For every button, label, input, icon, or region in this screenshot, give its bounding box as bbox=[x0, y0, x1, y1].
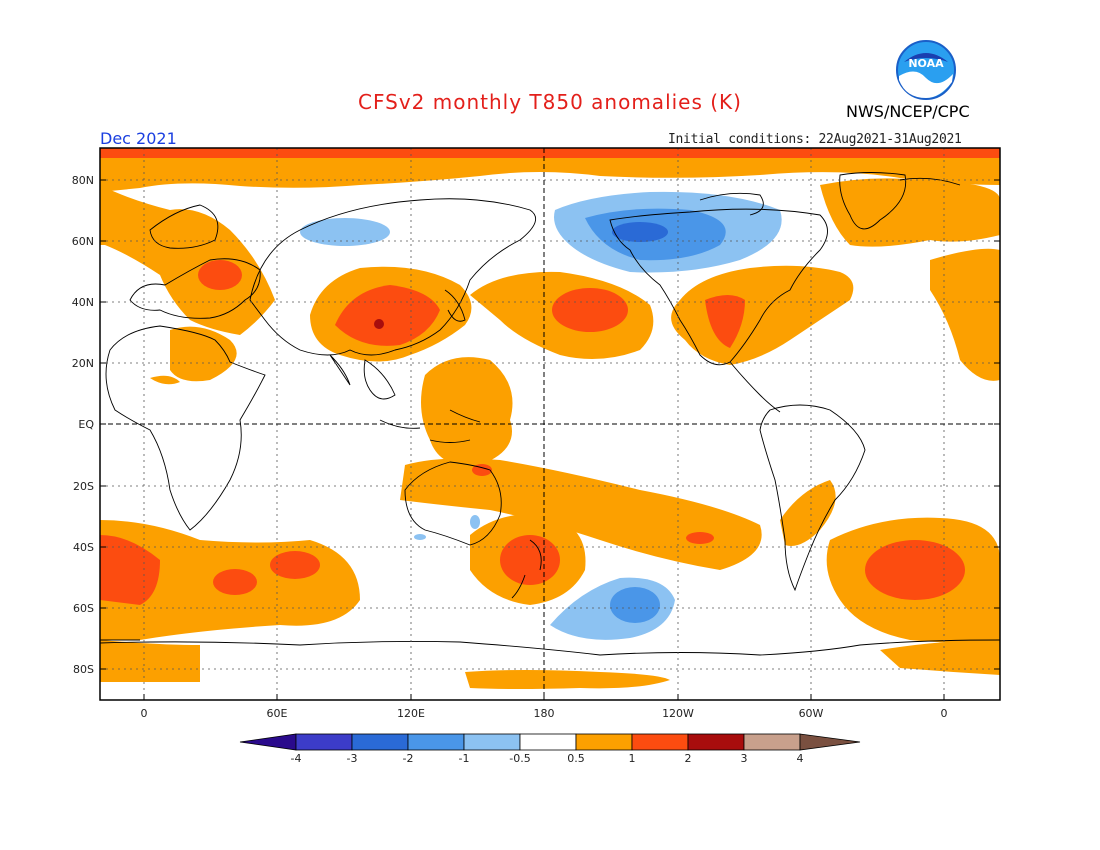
colorbar-label: -2 bbox=[403, 752, 414, 765]
lon-label: 60E bbox=[267, 707, 288, 720]
lat-label: 40S bbox=[73, 541, 94, 554]
latitude-labels: 80N 60N 40N 20N EQ 20S 40S 60S 80S bbox=[72, 174, 95, 676]
colorbar-label: -1 bbox=[459, 752, 470, 765]
south-pacific-moderate-cold bbox=[610, 587, 660, 623]
west-africa-warm bbox=[150, 375, 180, 385]
alaska-strong-cold bbox=[612, 222, 668, 242]
valid-month: Dec 2021 bbox=[100, 129, 177, 148]
lon-label: 0 bbox=[941, 707, 948, 720]
colorbar-swatch bbox=[631, 733, 689, 751]
middle-east-warm bbox=[170, 326, 237, 382]
colorbar-label: 0.5 bbox=[567, 752, 585, 765]
asia-moderate-warm bbox=[335, 285, 440, 346]
atlantic-east-warm bbox=[930, 248, 1000, 381]
colorbar-swatch bbox=[407, 733, 465, 751]
europe-moderate-warm bbox=[198, 260, 242, 290]
agency-label: NWS/NCEP/CPC bbox=[846, 102, 970, 121]
lat-label: 80S bbox=[73, 663, 94, 676]
colorbar-label: 1 bbox=[629, 752, 636, 765]
new-zealand-moderate-warm bbox=[500, 535, 560, 585]
maritime-continent-warm bbox=[421, 357, 513, 466]
colorbar-label: 2 bbox=[685, 752, 692, 765]
noaa-logo: NOAA bbox=[896, 40, 956, 100]
lon-label: 60W bbox=[799, 707, 824, 720]
arctic-warm-band bbox=[100, 158, 1000, 192]
lon-label: 120W bbox=[662, 707, 694, 720]
colorbar-label: -3 bbox=[347, 752, 358, 765]
colorbar: -4 -3 -2 -1 -0.5 0.5 1 2 3 4 bbox=[239, 733, 861, 765]
colorbar-swatch bbox=[687, 733, 745, 751]
coastlines bbox=[100, 172, 1000, 656]
colorbar-arrow-high bbox=[799, 733, 861, 751]
lon-label: 120E bbox=[397, 707, 425, 720]
coral-sea-moderate-warm bbox=[472, 464, 492, 476]
colorbar-swatch bbox=[575, 733, 633, 751]
lat-label: 20N bbox=[72, 357, 94, 370]
colorbar-swatch bbox=[743, 733, 801, 751]
southwest-indian-moderate-warm bbox=[100, 535, 160, 605]
north-pacific-moderate-warm bbox=[552, 288, 628, 332]
lon-label: 180 bbox=[534, 707, 555, 720]
antarctic-warm-west bbox=[100, 640, 200, 682]
lat-label: 20S bbox=[73, 480, 94, 493]
lat-label: 60S bbox=[73, 602, 94, 615]
south-america-warm bbox=[780, 480, 836, 546]
colorbar-swatch bbox=[519, 733, 577, 751]
colorbar-label: -4 bbox=[291, 752, 302, 765]
indian-ocean-moderate-warm-1 bbox=[213, 569, 257, 595]
indian-ocean-moderate-warm-2 bbox=[270, 551, 320, 579]
australia-weak-cold bbox=[470, 515, 480, 529]
greenland-warm bbox=[820, 178, 1000, 247]
colorbar-label: 3 bbox=[741, 752, 748, 765]
europe-warm bbox=[100, 185, 275, 335]
antarctic-warm-east bbox=[880, 640, 1000, 675]
lon-label: 0 bbox=[141, 707, 148, 720]
lat-label: 40N bbox=[72, 296, 94, 309]
initial-conditions: Initial conditions: 22Aug2021-31Aug2021 bbox=[668, 132, 962, 147]
indian-ocean-weak-cold bbox=[414, 534, 426, 540]
colorbar-swatch bbox=[351, 733, 409, 751]
antarctic-warm-ross bbox=[465, 670, 670, 689]
lat-label: EQ bbox=[78, 418, 94, 431]
axis-ticks bbox=[100, 179, 1000, 700]
lat-label: 60N bbox=[72, 235, 94, 248]
svg-text:NOAA: NOAA bbox=[908, 57, 944, 70]
lat-label: 80N bbox=[72, 174, 94, 187]
colorbar-arrow-low bbox=[239, 733, 297, 751]
colorbar-swatch bbox=[463, 733, 521, 751]
asia-strong-warm bbox=[374, 319, 384, 329]
south-atlantic-moderate-warm bbox=[865, 540, 965, 600]
longitude-labels: 0 60E 120E 180 120W 60W 0 bbox=[141, 707, 948, 720]
south-pacific-moderate-warm bbox=[686, 532, 714, 544]
siberia-weak-cold bbox=[300, 218, 390, 246]
colorbar-swatch bbox=[295, 733, 353, 751]
colorbar-label: 4 bbox=[797, 752, 804, 765]
chart-title: CFSv2 monthly T850 anomalies (K) bbox=[358, 90, 742, 114]
north-america-moderate-warm bbox=[705, 295, 745, 348]
colorbar-label: -0.5 bbox=[509, 752, 530, 765]
